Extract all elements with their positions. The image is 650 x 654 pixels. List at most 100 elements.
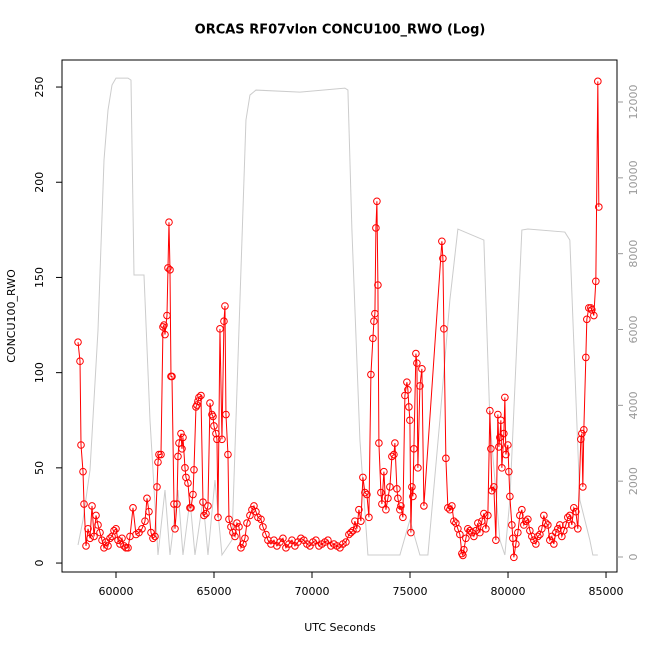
data-point bbox=[377, 488, 385, 497]
data-point bbox=[153, 483, 161, 491]
data-point bbox=[580, 425, 588, 434]
data-point bbox=[492, 536, 500, 545]
data-point bbox=[225, 515, 233, 524]
data-point bbox=[342, 538, 350, 546]
data-point bbox=[566, 511, 574, 520]
data-point bbox=[486, 406, 494, 415]
data-point bbox=[495, 443, 503, 451]
data-point bbox=[243, 519, 251, 527]
data-point bbox=[401, 391, 409, 400]
data-point bbox=[501, 393, 509, 402]
data-point bbox=[114, 536, 122, 545]
x-tick-label: 85000 bbox=[589, 585, 624, 598]
data-point bbox=[371, 309, 379, 318]
data-point bbox=[98, 536, 106, 545]
data-point bbox=[590, 311, 598, 320]
data-point bbox=[390, 450, 398, 459]
data-point bbox=[595, 203, 603, 211]
data-point bbox=[190, 465, 198, 474]
data-point bbox=[520, 521, 528, 529]
data-point bbox=[397, 502, 405, 510]
data-point bbox=[404, 385, 412, 394]
data-point bbox=[235, 523, 243, 531]
data-point bbox=[582, 353, 590, 362]
data-point bbox=[76, 357, 84, 366]
data-point bbox=[221, 302, 229, 310]
data-point bbox=[572, 507, 580, 516]
data-point bbox=[505, 467, 513, 476]
data-point bbox=[500, 429, 508, 438]
data-point bbox=[442, 454, 450, 463]
data-point bbox=[414, 464, 422, 472]
data-point bbox=[378, 500, 386, 508]
data-point bbox=[528, 532, 536, 541]
data-point bbox=[393, 484, 401, 493]
data-point bbox=[375, 439, 383, 447]
data-point bbox=[161, 330, 169, 339]
data-point bbox=[418, 365, 426, 373]
data-point bbox=[524, 515, 532, 524]
chart-title: ORCAS RF07vlon CONCU100_RWO (Log) bbox=[195, 23, 486, 38]
data-point bbox=[104, 542, 112, 550]
data-point bbox=[164, 264, 172, 272]
data-point bbox=[502, 450, 510, 459]
data-point bbox=[224, 450, 232, 459]
data-point bbox=[546, 536, 554, 545]
y-tick-label: 150 bbox=[33, 267, 46, 288]
data-point bbox=[157, 450, 165, 459]
y2-tick-label: 2000 bbox=[627, 467, 640, 495]
data-point bbox=[112, 524, 120, 533]
data-point bbox=[534, 532, 542, 541]
data-point bbox=[177, 429, 185, 438]
data-point bbox=[367, 370, 375, 379]
data-point bbox=[408, 483, 416, 491]
data-point bbox=[372, 224, 380, 232]
data-point bbox=[312, 536, 320, 545]
data-point bbox=[199, 498, 207, 506]
data-point bbox=[518, 505, 526, 514]
data-point bbox=[165, 218, 173, 227]
data-point bbox=[556, 521, 564, 529]
series-line bbox=[77, 81, 600, 558]
data-point bbox=[210, 422, 218, 430]
data-point bbox=[497, 416, 505, 425]
data-point bbox=[118, 534, 126, 543]
data-point bbox=[163, 311, 171, 320]
data-point bbox=[237, 544, 245, 552]
data-point bbox=[506, 492, 514, 501]
data-point bbox=[594, 77, 602, 86]
data-point bbox=[416, 382, 424, 390]
data-point bbox=[233, 519, 241, 527]
data-point bbox=[406, 416, 414, 425]
data-point bbox=[552, 528, 560, 537]
data-point bbox=[82, 542, 90, 550]
data-point bbox=[488, 486, 496, 495]
data-point bbox=[544, 521, 552, 529]
data-point bbox=[472, 526, 480, 535]
data-point bbox=[391, 439, 399, 447]
data-point bbox=[570, 504, 578, 512]
data-point bbox=[578, 429, 586, 438]
data-point bbox=[514, 528, 522, 537]
data-point bbox=[122, 544, 130, 552]
data-point bbox=[532, 540, 540, 548]
data-point bbox=[412, 349, 420, 358]
data-point bbox=[145, 507, 153, 516]
data-point bbox=[363, 490, 371, 499]
data-point bbox=[386, 483, 394, 491]
x-tick-label: 65000 bbox=[197, 585, 232, 598]
data-point bbox=[380, 467, 388, 476]
data-point bbox=[216, 325, 224, 333]
data-point bbox=[149, 534, 157, 543]
y-tick-label: 100 bbox=[33, 362, 46, 383]
data-point bbox=[248, 505, 256, 514]
data-point bbox=[359, 473, 367, 482]
data-point bbox=[542, 519, 550, 527]
data-point bbox=[212, 429, 220, 438]
data-point bbox=[568, 521, 576, 529]
data-point bbox=[151, 532, 159, 541]
y-tick-label: 50 bbox=[33, 461, 46, 475]
data-point bbox=[394, 494, 402, 503]
